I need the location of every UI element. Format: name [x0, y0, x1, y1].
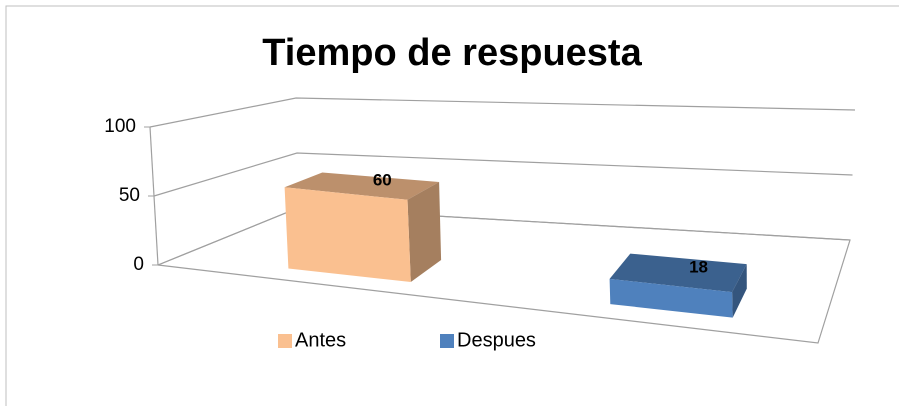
bar-front [609, 278, 733, 318]
legend-swatch [440, 334, 454, 348]
bar-top [284, 172, 440, 200]
chart-border [5, 5, 899, 406]
legend-swatch [278, 334, 292, 348]
y-tick-label: 100 [104, 116, 136, 137]
chart-title: Tiempo de respuesta [262, 32, 642, 74]
data-label: 60 [373, 171, 392, 190]
legend-label: Antes [295, 329, 346, 351]
y-axis [149, 126, 159, 266]
y-tick-label: 0 [133, 254, 144, 275]
bar-front [284, 187, 411, 282]
bar-side [407, 182, 442, 282]
data-label: 18 [689, 258, 708, 277]
legend-label: Despues [457, 329, 536, 351]
y-tick-label: 50 [119, 185, 140, 206]
bar-side [732, 264, 747, 318]
grid-line [149, 97, 856, 128]
bar-top [609, 253, 747, 293]
grid-line [153, 152, 853, 197]
